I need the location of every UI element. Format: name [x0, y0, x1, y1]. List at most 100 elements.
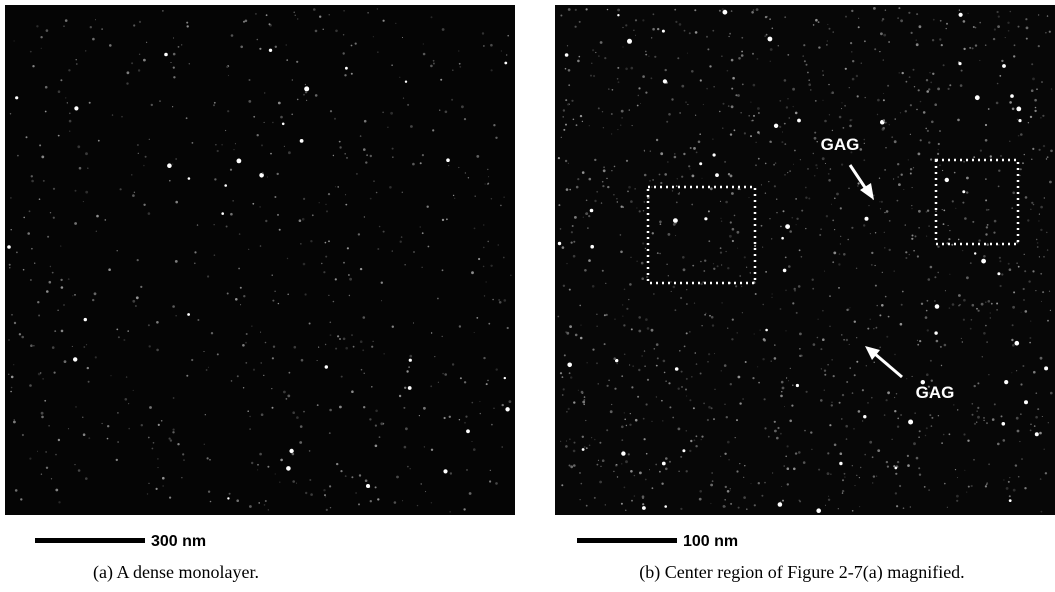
- speckle: [576, 124, 578, 126]
- speckle: [676, 202, 678, 204]
- speckle: [483, 247, 485, 249]
- speckle: [474, 228, 476, 230]
- speckle: [908, 12, 910, 14]
- speckle: [405, 81, 407, 83]
- speckle: [820, 399, 823, 402]
- speckle: [936, 340, 939, 343]
- speckle: [578, 390, 579, 391]
- speckle: [78, 469, 81, 472]
- speckle: [560, 441, 561, 442]
- speckle: [684, 346, 686, 348]
- speckle: [910, 104, 912, 106]
- speckle: [712, 472, 713, 473]
- speckle: [299, 219, 302, 222]
- speckle: [576, 186, 579, 189]
- speckle: [999, 257, 1001, 259]
- speckle: [945, 290, 946, 291]
- speckle: [32, 65, 34, 67]
- speckle: [873, 475, 875, 477]
- speckle: [806, 391, 808, 393]
- speckle: [778, 45, 779, 46]
- speckle: [796, 218, 798, 220]
- speckle: [573, 401, 575, 403]
- speckle: [300, 243, 301, 244]
- speckle: [46, 467, 48, 469]
- speckle: [325, 242, 327, 244]
- speckle: [986, 341, 987, 342]
- speckle: [735, 285, 737, 287]
- speckle: [575, 9, 577, 11]
- speckle: [883, 99, 885, 101]
- speckle: [69, 131, 70, 132]
- speckle: [920, 101, 922, 103]
- speckle: [401, 236, 403, 238]
- speckle: [330, 110, 332, 112]
- speckle: [417, 505, 418, 506]
- speckle: [348, 274, 350, 276]
- speckle: [983, 420, 984, 421]
- speckle: [207, 275, 209, 277]
- speckle: [399, 395, 401, 397]
- speckle: [472, 402, 474, 404]
- speckle: [813, 24, 815, 26]
- speckle: [611, 113, 613, 115]
- speckle: [306, 100, 307, 101]
- speckle: [682, 256, 685, 259]
- speckle: [569, 372, 571, 374]
- speckle: [786, 330, 787, 331]
- speckle: [392, 157, 393, 158]
- speckle: [906, 81, 908, 83]
- speckle: [46, 290, 49, 293]
- speckle: [977, 416, 980, 419]
- speckle: [465, 416, 467, 418]
- speckle: [773, 164, 775, 166]
- speckle: [413, 323, 414, 324]
- speckle: [1049, 181, 1052, 184]
- speckle: [592, 349, 594, 351]
- speckle: [490, 470, 491, 471]
- speckle: [476, 317, 478, 319]
- speckle: [463, 508, 465, 510]
- speckle: [825, 163, 826, 164]
- speckle: [926, 79, 928, 81]
- speckle: [804, 60, 806, 62]
- speckle: [461, 105, 464, 108]
- speckle: [1001, 60, 1003, 62]
- speckle: [264, 504, 266, 506]
- speckle: [712, 324, 714, 326]
- speckle: [351, 45, 353, 47]
- speckle: [566, 263, 567, 264]
- speckle: [1002, 64, 1006, 68]
- speckle: [377, 248, 379, 250]
- caption: (b) Center region of Figure 2-7(a) magni…: [639, 562, 964, 583]
- speckle: [631, 386, 633, 388]
- speckle: [682, 449, 685, 452]
- speckle: [792, 217, 794, 219]
- speckle: [237, 375, 239, 377]
- speckle: [916, 457, 919, 460]
- speckle: [1011, 207, 1013, 209]
- speckle: [966, 276, 969, 279]
- speckle: [686, 289, 687, 290]
- speckle: [176, 315, 177, 316]
- speckle: [1017, 430, 1020, 433]
- speckle: [917, 340, 918, 341]
- speckle: [292, 411, 295, 414]
- speckle: [613, 194, 615, 196]
- speckle: [53, 188, 55, 190]
- speckle: [444, 417, 446, 419]
- speckle: [938, 272, 939, 273]
- speckle: [575, 26, 577, 28]
- speckle: [565, 68, 567, 70]
- speckle: [805, 228, 806, 229]
- speckle: [304, 86, 309, 91]
- speckle: [865, 97, 866, 98]
- speckle: [34, 263, 35, 264]
- speckle: [591, 437, 592, 438]
- speckle: [483, 225, 484, 226]
- speckle: [996, 102, 999, 105]
- speckle: [1025, 18, 1027, 20]
- speckle: [614, 166, 616, 168]
- speckle: [143, 59, 146, 62]
- speckle: [503, 257, 505, 259]
